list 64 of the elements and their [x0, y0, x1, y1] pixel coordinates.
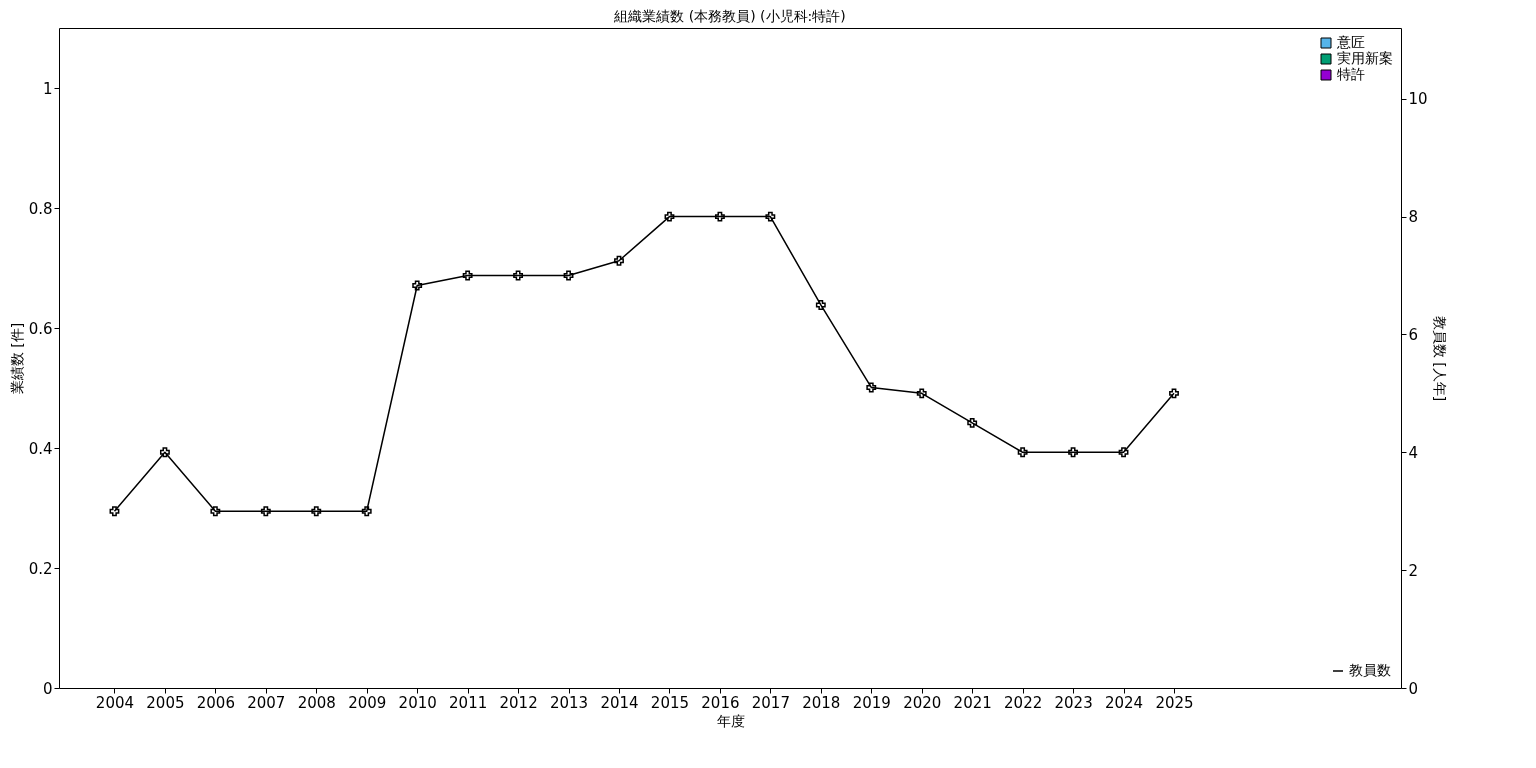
y2-tick-label: 2: [1408, 561, 1419, 580]
point: [1118, 447, 1129, 458]
x-tick-label: 2006: [196, 693, 235, 712]
y-tick-label: 0.2: [28, 559, 53, 578]
x-tick-label: 2009: [348, 693, 387, 712]
legend-label: 教員数: [1349, 662, 1391, 678]
point: [765, 211, 776, 222]
x-tick-label: 2018: [802, 693, 841, 712]
point: [159, 447, 170, 458]
point: [866, 382, 877, 393]
point: [412, 280, 423, 291]
y-tick-label: 0.8: [28, 199, 53, 218]
point: [210, 506, 221, 517]
x-tick-label: 2016: [701, 693, 740, 712]
y2-tick-label: 4: [1408, 443, 1419, 462]
point: [513, 270, 524, 281]
x-tick-label: 2022: [1004, 693, 1043, 712]
point: [361, 506, 372, 517]
x-tick-label: 2023: [1054, 693, 1093, 712]
point: [260, 506, 271, 517]
point: [311, 506, 322, 517]
x-tick-label: 2017: [751, 693, 790, 712]
x-tick-label: 2004: [95, 693, 135, 712]
x-tick-label: 2020: [903, 693, 942, 712]
point: [614, 255, 624, 266]
x-tick-label: 2025: [1155, 693, 1194, 712]
point: [815, 300, 826, 310]
x-tick-label: 2013: [549, 693, 589, 712]
y2-tick-label: 10: [1408, 90, 1428, 109]
point: [967, 417, 978, 428]
point: [563, 270, 574, 281]
x-tick-label: 2012: [499, 693, 538, 712]
point: [1068, 447, 1079, 458]
legend-label: 意匠: [1336, 34, 1365, 50]
point: [1169, 388, 1179, 399]
x-tick-label: 2019: [852, 693, 891, 712]
y-tick-label: 0: [42, 679, 53, 698]
y-tick-label: 1: [42, 79, 53, 98]
x-tick-label: 2021: [953, 693, 992, 712]
x-tick-label: 2014: [600, 693, 639, 712]
x-tick-label: 2024: [1104, 693, 1144, 712]
y-tick-label: 0.6: [28, 319, 53, 338]
legend-label: 特許: [1337, 66, 1365, 82]
legend-label: 実用新案: [1337, 50, 1393, 66]
y2-tick-label: 8: [1408, 208, 1419, 227]
x-tick-label: 2005: [146, 693, 185, 712]
x-tick-label: 2008: [297, 693, 336, 712]
y2-axis-title: 教員数 [人年]: [1431, 315, 1448, 402]
y-tick-label: 0.4: [28, 439, 53, 458]
point: [462, 270, 473, 281]
y-axis-title: 業績数 [件]: [8, 322, 25, 395]
x-axis-title: 年度: [716, 712, 745, 729]
y2-tick-label: 0: [1408, 679, 1419, 698]
point: [109, 506, 120, 517]
x-tick-label: 2011: [449, 693, 488, 712]
point: [664, 211, 675, 222]
point: [916, 388, 927, 399]
x-tick-label: 2015: [650, 693, 690, 712]
point: [714, 211, 725, 222]
y2-tick-label: 6: [1408, 325, 1419, 344]
point: [1017, 447, 1028, 458]
x-tick-label: 2007: [247, 693, 286, 712]
chart-title: 組織業績数 (本務教員) (小児科:特許): [613, 8, 846, 24]
x-tick-label: 2010: [398, 693, 437, 712]
